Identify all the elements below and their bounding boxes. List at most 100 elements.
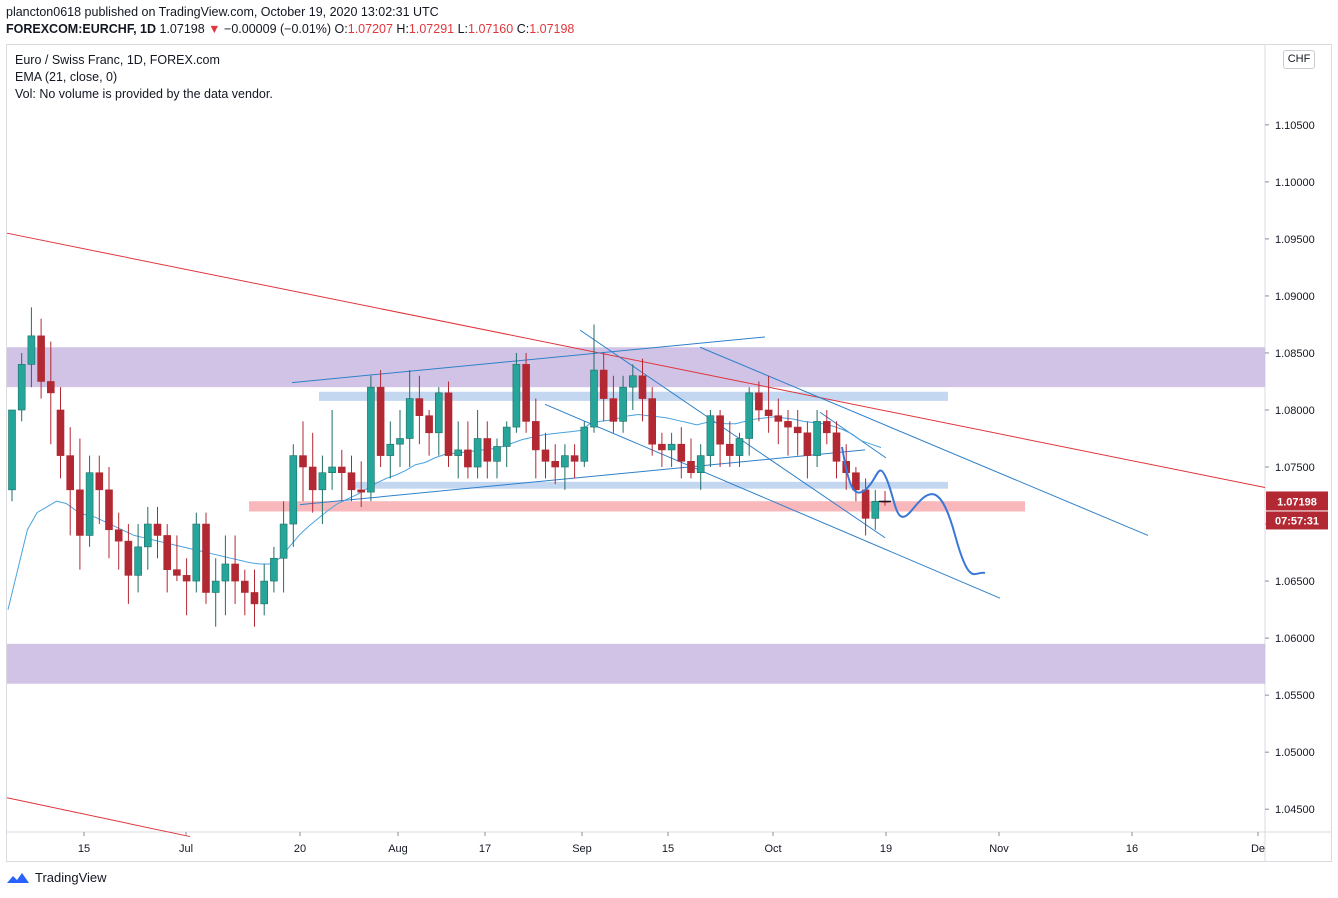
candle-body bbox=[270, 557, 278, 582]
candle bbox=[609, 375, 618, 433]
candle bbox=[774, 398, 783, 445]
trendline-blue bbox=[299, 449, 866, 506]
x-tick-label: 15 bbox=[78, 843, 90, 855]
candle-body bbox=[250, 592, 259, 605]
footer-brand[interactable]: TradingView bbox=[6, 870, 107, 885]
candle-body bbox=[347, 472, 356, 491]
candle bbox=[17, 352, 26, 422]
candle bbox=[376, 370, 385, 468]
candle-body bbox=[861, 489, 870, 519]
candle bbox=[764, 375, 773, 433]
close-label: C: bbox=[516, 22, 530, 36]
footer-brand-label: TradingView bbox=[35, 870, 107, 885]
x-tick-label: 19 bbox=[880, 843, 892, 855]
currency-badge[interactable]: CHF bbox=[1283, 50, 1315, 69]
candle-body bbox=[454, 449, 463, 456]
symbol-ohlc-line: FOREXCOM:EURCHF, 1D 1.07198 ▼ −0.00009 (… bbox=[6, 22, 574, 36]
candle bbox=[599, 352, 608, 422]
candle-body bbox=[85, 472, 94, 536]
candle-body bbox=[570, 455, 579, 462]
ema-line bbox=[7, 413, 882, 610]
candle bbox=[289, 444, 298, 547]
high-value: 1.07291 bbox=[408, 22, 455, 36]
change: −0.00009 (−0.01%) bbox=[224, 22, 332, 36]
candle-body bbox=[677, 443, 686, 462]
candle-body bbox=[386, 443, 395, 456]
candle bbox=[667, 432, 676, 468]
candle-body bbox=[299, 455, 307, 468]
candle bbox=[386, 421, 395, 479]
candle-body bbox=[231, 563, 239, 582]
candle-body bbox=[580, 426, 589, 462]
x-tick-label: 15 bbox=[662, 843, 674, 855]
y-tick-label: 1.08500 bbox=[1275, 348, 1315, 360]
candle bbox=[745, 387, 754, 456]
candle bbox=[658, 432, 666, 468]
candle bbox=[308, 432, 317, 513]
candle bbox=[735, 432, 744, 468]
candle bbox=[250, 569, 259, 627]
candle-body bbox=[308, 466, 317, 491]
candle-body bbox=[444, 392, 453, 456]
candle-body bbox=[784, 421, 792, 428]
candle-body bbox=[493, 446, 501, 462]
y-tick-label: 1.05000 bbox=[1275, 747, 1315, 759]
candle bbox=[211, 558, 220, 627]
candle-body bbox=[153, 523, 162, 536]
legend-volume: Vol: No volume is provided by the data v… bbox=[15, 87, 273, 101]
y-tick-label: 1.09500 bbox=[1275, 234, 1315, 246]
candle bbox=[8, 409, 16, 502]
countdown-label-bg bbox=[1266, 511, 1328, 530]
y-tick-label: 1.08000 bbox=[1275, 405, 1315, 417]
candle bbox=[328, 409, 336, 490]
candle-body bbox=[852, 472, 860, 491]
candle-body bbox=[289, 455, 298, 525]
trendline-blue bbox=[579, 329, 886, 539]
candle-body bbox=[619, 386, 627, 422]
candle-body bbox=[512, 364, 521, 428]
candle-body bbox=[95, 472, 104, 491]
candle bbox=[173, 535, 181, 582]
candle bbox=[241, 569, 249, 616]
candle-body bbox=[163, 535, 171, 570]
candle-body bbox=[832, 432, 841, 462]
legend-title: Euro / Swiss Franc, 1D, FOREX.com bbox=[15, 53, 220, 67]
trendline-blue bbox=[699, 346, 1149, 536]
candle-body bbox=[337, 466, 346, 474]
countdown-label: 07:57:31 bbox=[1275, 515, 1319, 527]
symbol: FOREXCOM:EURCHF, 1D bbox=[6, 22, 157, 36]
legend-ema: EMA (21, close, 0) bbox=[15, 70, 118, 84]
candle bbox=[619, 375, 627, 433]
x-tick-label: 20 bbox=[294, 843, 306, 855]
x-tick-label: 17 bbox=[479, 843, 491, 855]
candle bbox=[871, 489, 880, 530]
candle bbox=[813, 409, 821, 468]
candle bbox=[337, 449, 346, 502]
candle bbox=[561, 444, 569, 490]
trendline-red bbox=[6, 232, 1266, 489]
candle bbox=[415, 375, 424, 445]
candle bbox=[502, 421, 511, 468]
candle bbox=[396, 409, 404, 468]
trendline-blue bbox=[544, 403, 1001, 599]
chart-frame[interactable] bbox=[6, 44, 1332, 862]
candle bbox=[163, 524, 171, 593]
candle-body bbox=[687, 461, 695, 474]
candle-body bbox=[66, 455, 74, 491]
candle bbox=[202, 512, 210, 604]
candle bbox=[512, 352, 521, 433]
candle bbox=[144, 506, 152, 570]
candle bbox=[522, 352, 530, 433]
candle bbox=[114, 512, 123, 570]
candle-body bbox=[658, 443, 666, 451]
price-label: 1.07198 bbox=[1277, 496, 1317, 508]
x-tick-label: Nov bbox=[989, 843, 1009, 855]
candle bbox=[464, 421, 472, 479]
trendline-red bbox=[6, 797, 191, 838]
candle-body bbox=[502, 426, 511, 447]
candle-body bbox=[599, 369, 608, 399]
candle-body bbox=[46, 381, 55, 394]
candle bbox=[299, 421, 307, 502]
candle bbox=[46, 341, 55, 445]
